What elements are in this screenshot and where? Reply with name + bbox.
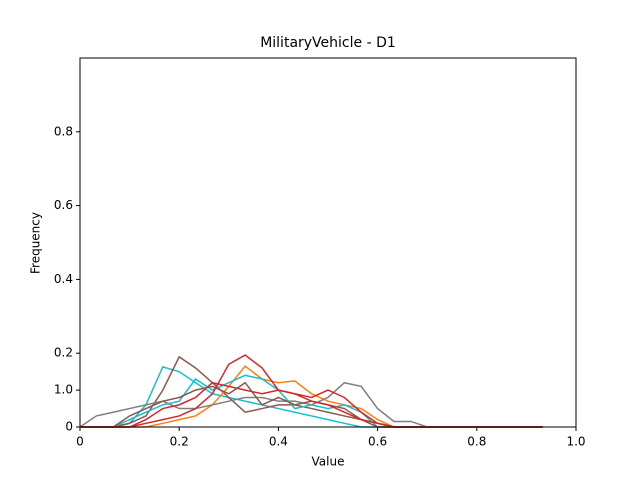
y-axis-label: Frequency (29, 212, 43, 274)
x-tick-label: 0 (76, 435, 84, 449)
y-tick-label: 0.8 (54, 124, 73, 138)
x-tick-label: 0.2 (170, 435, 189, 449)
y-tick-label: 0.2 (54, 346, 73, 360)
y-tick-label: 0.6 (54, 198, 73, 212)
x-tick-label: 0.4 (269, 435, 288, 449)
chart-title: MilitaryVehicle - D1 (260, 35, 396, 51)
y-tick-label: 0 (65, 420, 73, 434)
x-tick-label: 0.6 (368, 435, 387, 449)
x-tick-label: 0.8 (467, 435, 486, 449)
x-axis-label: Value (312, 455, 345, 469)
y-tick-label: 0.4 (54, 272, 73, 286)
y-tick-label: 1.0 (54, 383, 73, 397)
x-tick-label: 1.0 (566, 435, 585, 449)
plot-frame (79, 57, 577, 428)
